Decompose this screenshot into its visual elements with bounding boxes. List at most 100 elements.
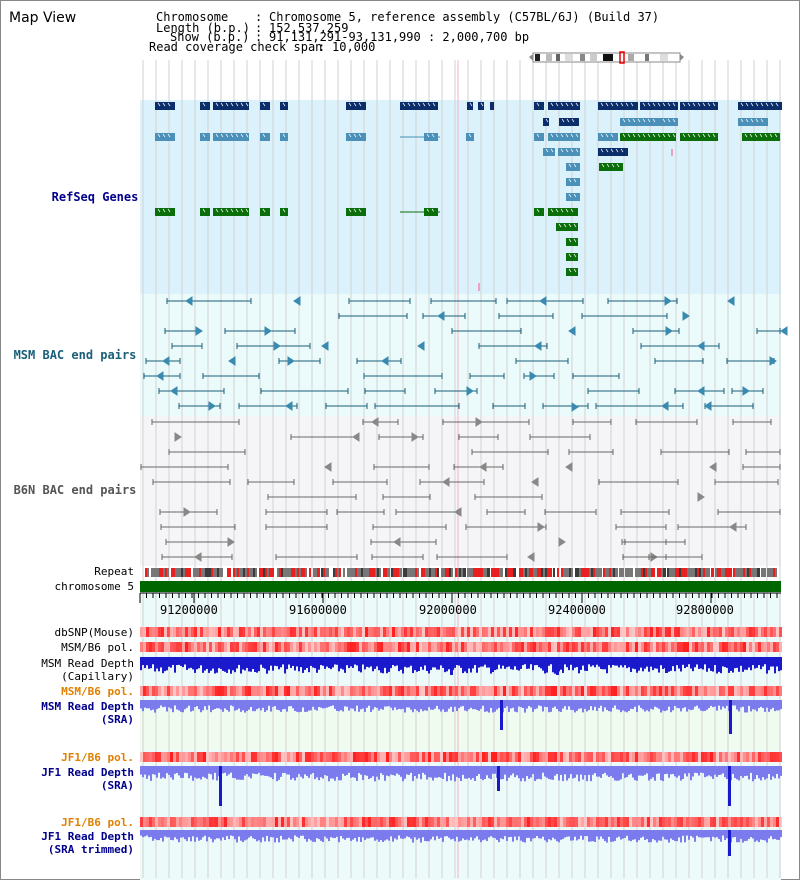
depth-bar bbox=[214, 830, 216, 840]
depth-bar bbox=[698, 657, 700, 669]
heat-cell bbox=[554, 686, 557, 696]
heat-cell bbox=[623, 752, 626, 762]
depth-bar bbox=[348, 830, 350, 838]
gene-feature bbox=[543, 118, 549, 126]
heat-cell bbox=[227, 642, 230, 652]
repeat-element bbox=[531, 568, 533, 577]
depth-bar bbox=[148, 766, 150, 776]
repeat-element bbox=[229, 568, 231, 577]
heat-cell bbox=[482, 686, 485, 696]
repeat-element bbox=[447, 568, 449, 577]
depth-bar bbox=[340, 657, 342, 669]
depth-bar bbox=[226, 830, 228, 837]
depth-bar bbox=[392, 830, 394, 842]
depth-bar bbox=[600, 830, 602, 837]
depth-bar bbox=[388, 657, 390, 672]
depth-bar bbox=[644, 830, 646, 840]
depth-bar bbox=[466, 657, 468, 674]
gene-feature bbox=[400, 102, 438, 110]
depth-bar bbox=[658, 657, 660, 673]
depth-bar bbox=[166, 657, 168, 671]
depth-bar bbox=[418, 766, 420, 775]
heat-cell bbox=[716, 627, 719, 637]
gene-arrow-tick bbox=[202, 133, 206, 138]
heat-cell bbox=[734, 627, 737, 637]
heat-cell bbox=[662, 642, 665, 652]
heat-cell bbox=[728, 752, 731, 762]
depth-bar bbox=[158, 830, 160, 841]
heat-cell bbox=[413, 817, 416, 827]
msm-bac-track[interactable] bbox=[143, 296, 788, 412]
depth-bar bbox=[366, 830, 368, 839]
depth-bar bbox=[364, 700, 366, 712]
depth-bar bbox=[760, 657, 762, 670]
heat-cell bbox=[689, 642, 692, 652]
heat-cell bbox=[386, 686, 389, 696]
msm-bac-end bbox=[273, 341, 281, 351]
depth-bar bbox=[618, 766, 620, 781]
depth-spike bbox=[729, 700, 732, 734]
repeat-element bbox=[575, 568, 577, 577]
depth-bar bbox=[676, 830, 678, 842]
depth-bar bbox=[288, 830, 290, 838]
depth-bar bbox=[750, 766, 752, 773]
depth-bar bbox=[498, 657, 500, 665]
heat-cell bbox=[218, 686, 221, 696]
repeat-element bbox=[597, 568, 599, 577]
depth-bar bbox=[634, 766, 636, 781]
depth-bar bbox=[442, 830, 444, 842]
heat-cell bbox=[494, 627, 497, 637]
depth-bar bbox=[692, 766, 694, 777]
refseq-genes-track[interactable] bbox=[155, 102, 782, 291]
depth-bar bbox=[162, 830, 164, 842]
depth-bar bbox=[578, 700, 580, 709]
heat-cell bbox=[671, 817, 674, 827]
gene-arrow-tick bbox=[353, 208, 357, 213]
gene-arrow-tick bbox=[536, 208, 540, 213]
heat-cell bbox=[710, 686, 713, 696]
chromosome-ideogram[interactable] bbox=[529, 51, 684, 64]
repeat-element bbox=[733, 568, 736, 577]
depth-bar bbox=[474, 657, 476, 666]
repeat-element bbox=[645, 568, 647, 577]
depth-bar bbox=[600, 700, 602, 706]
b6n-bac-end bbox=[475, 417, 483, 427]
heat-cell bbox=[212, 642, 215, 652]
depth-bar bbox=[580, 766, 582, 775]
heat-cell bbox=[275, 817, 278, 827]
depth-bar bbox=[648, 657, 650, 672]
depth-bar bbox=[550, 657, 552, 665]
depth-bar bbox=[530, 766, 532, 778]
heat-cell bbox=[533, 752, 536, 762]
depth-bar bbox=[264, 766, 266, 776]
heat-cell bbox=[587, 686, 590, 696]
depth-bar bbox=[158, 657, 160, 672]
heat-cell bbox=[302, 752, 305, 762]
heat-cell bbox=[434, 686, 437, 696]
depth-bar bbox=[326, 700, 328, 708]
depth-bar bbox=[436, 766, 438, 778]
gene-arrow-tick bbox=[225, 133, 229, 138]
heat-cell bbox=[590, 642, 593, 652]
gene-arrow-tick bbox=[220, 133, 224, 138]
depth-bar bbox=[692, 700, 694, 710]
depth-bar bbox=[436, 830, 438, 837]
heat-cell bbox=[428, 627, 431, 637]
heat-cell bbox=[749, 627, 752, 637]
heat-cell bbox=[641, 642, 644, 652]
depth-bar bbox=[618, 700, 620, 710]
heat-cell bbox=[677, 686, 680, 696]
depth-bar bbox=[460, 657, 462, 668]
heat-cell bbox=[365, 686, 368, 696]
depth-bar bbox=[610, 657, 612, 668]
depth-bar bbox=[314, 766, 316, 780]
depth-bar bbox=[344, 830, 346, 840]
heat-cell bbox=[767, 752, 770, 762]
heat-cell bbox=[650, 627, 653, 637]
b6n-bac-track[interactable] bbox=[140, 417, 800, 562]
depth-bar bbox=[490, 830, 492, 837]
heat-cell bbox=[311, 752, 314, 762]
repeat-element bbox=[451, 568, 453, 577]
heat-cell bbox=[749, 817, 752, 827]
